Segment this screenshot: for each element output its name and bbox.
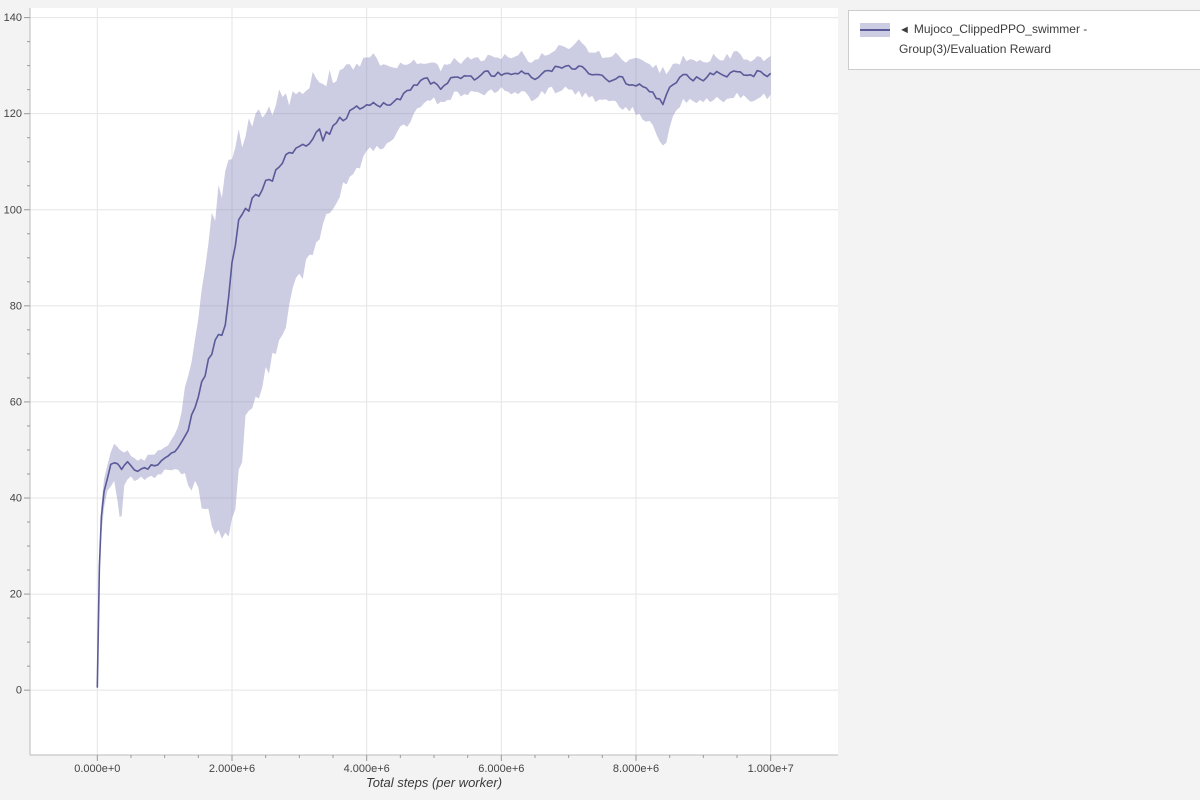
grid-lines <box>30 8 838 755</box>
legend: ◄ Mujoco_ClippedPPO_swimmer - Group(3)/Ev… <box>848 10 1200 70</box>
tick-labels: 0.000e+0 2.000e+6 4.000e+6 6.000e+6 8.000e+6… <box>4 12 794 775</box>
y-tick-label: 80 <box>10 300 22 312</box>
y-tick-label: 20 <box>10 589 22 601</box>
plot-area <box>30 8 838 755</box>
x-tick-label: 4.000e+6 <box>344 763 390 775</box>
x-tick-label: 2.000e+6 <box>209 763 255 775</box>
y-tick-label: 140 <box>4 12 22 24</box>
x-tick-label: 1.000e+7 <box>748 763 794 775</box>
y-tick-label: 60 <box>10 396 22 408</box>
uncertainty-band <box>97 39 771 691</box>
legend-item[interactable]: ◄ Mujoco_ClippedPPO_swimmer - Group(3)/Ev… <box>860 20 1190 60</box>
y-tick-label: 0 <box>16 685 22 697</box>
legend-toggle-icon: ◄ <box>899 24 910 36</box>
legend-label: ◄ Mujoco_ClippedPPO_swimmer - Group(3)/Ev… <box>899 20 1190 60</box>
series-group <box>96 39 772 691</box>
x-tick-label: 6.000e+6 <box>478 763 524 775</box>
y-tick-label: 120 <box>4 108 22 120</box>
x-axis-title: Total steps (per worker) <box>365 775 503 790</box>
legend-swatch-band <box>860 23 890 37</box>
y-tick-label: 100 <box>4 204 22 216</box>
x-tick-label: 8.000e+6 <box>613 763 659 775</box>
legend-swatch-line <box>860 29 890 31</box>
y-tick-label: 40 <box>10 492 22 504</box>
legend-series-name: Mujoco_ClippedPPO_swimmer - Group(3)/Eva… <box>899 22 1088 56</box>
mean-line <box>96 64 772 688</box>
x-tick-label: 0.000e+0 <box>74 763 120 775</box>
axis-ticks <box>24 17 772 761</box>
